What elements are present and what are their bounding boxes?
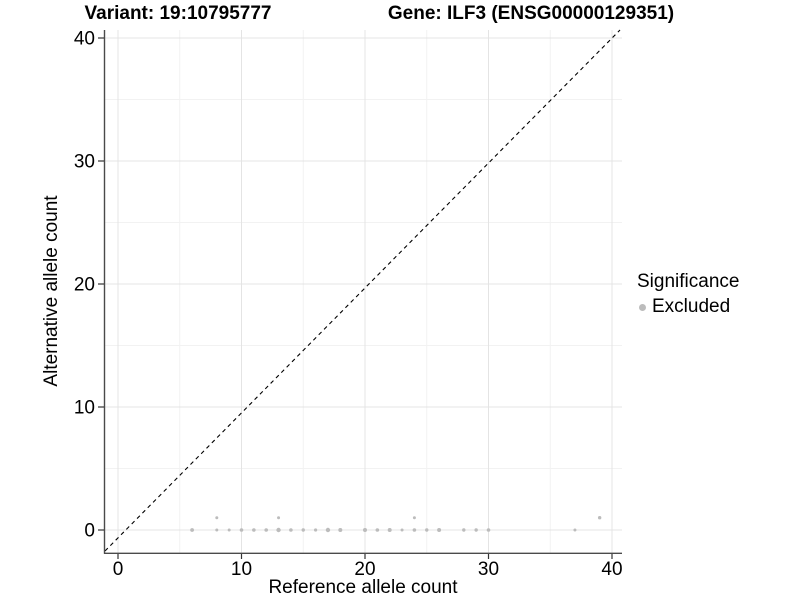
y-tick-label: 0: [84, 521, 95, 542]
data-point: [276, 527, 281, 533]
data-point: [486, 528, 491, 532]
legend: Significance Excluded: [637, 271, 739, 318]
data-point: [289, 528, 293, 532]
data-point: [425, 528, 429, 532]
data-point: [227, 528, 231, 532]
data-point: [363, 528, 367, 532]
data-point: [412, 516, 416, 520]
x-tick-label: 0: [113, 559, 124, 580]
legend-item-label: Excluded: [652, 296, 731, 317]
y-tick-label: 30: [74, 152, 95, 173]
data-point: [462, 528, 466, 532]
data-point: [375, 528, 380, 532]
x-tick-label: 40: [601, 559, 622, 580]
x-tick-label: 30: [478, 559, 499, 580]
data-point: [325, 527, 331, 533]
x-tick-label: 20: [354, 559, 375, 580]
x-axis-title: Reference allele count: [268, 577, 458, 598]
y-axis-title: Alternative allele count: [41, 195, 62, 387]
y-tick-label: 10: [74, 398, 95, 419]
plot-title-variant: Variant: 19:10795777: [84, 3, 272, 24]
plot-title-gene: Gene: ILF3 (ENSG00000129351): [387, 3, 675, 24]
data-point: [264, 528, 269, 532]
data-point: [215, 516, 219, 520]
excluded-point-icon: [639, 303, 646, 311]
data-point: [474, 528, 478, 532]
legend-title: Significance: [637, 271, 740, 292]
data-point: [314, 528, 318, 532]
data-point: [215, 528, 219, 532]
data-point: [252, 528, 256, 532]
data-point: [573, 528, 577, 532]
data-point: [387, 528, 392, 532]
data-point: [400, 528, 404, 532]
data-point: [597, 516, 602, 520]
y-tick-label: 20: [74, 275, 95, 296]
data-point: [277, 516, 281, 520]
data-point: [190, 528, 195, 532]
data-point: [301, 528, 305, 532]
x-tick-label: 10: [231, 559, 252, 580]
data-point: [338, 528, 343, 532]
y-tick-label: 40: [74, 29, 95, 50]
identity-dashed-line: [104, 29, 621, 552]
data-point: [437, 528, 442, 532]
data-point: [239, 528, 244, 532]
legend-item-excluded: Excluded: [637, 296, 739, 318]
data-point: [412, 528, 417, 532]
